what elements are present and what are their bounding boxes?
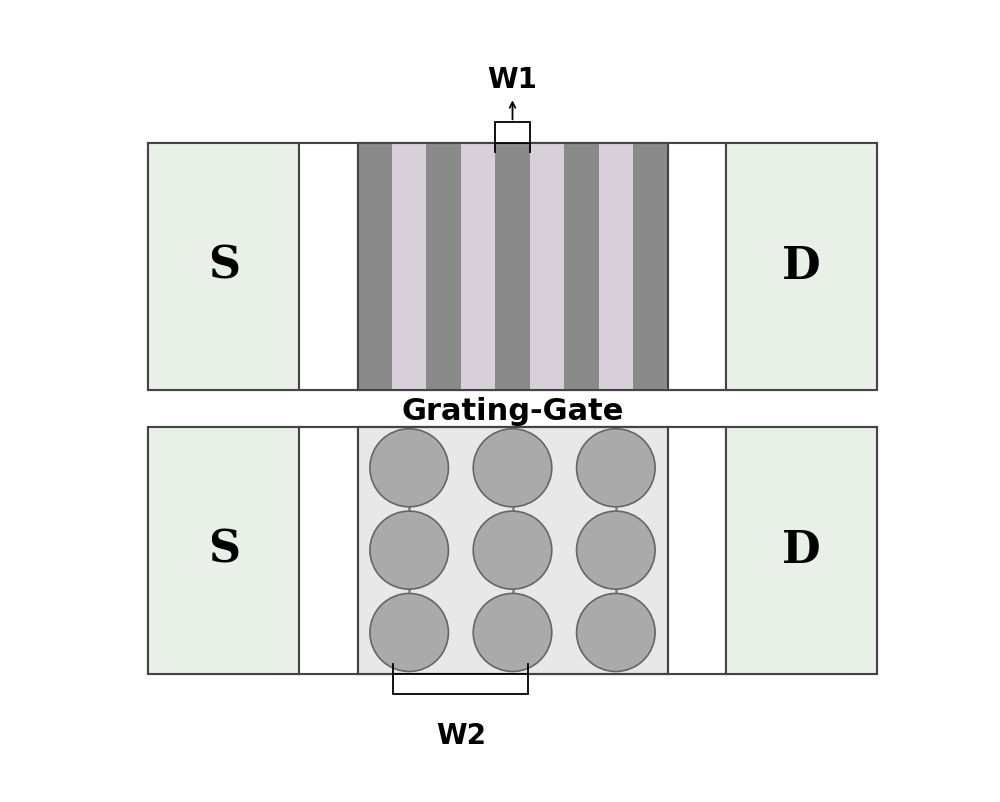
Bar bbox=[299, 143, 358, 390]
Ellipse shape bbox=[370, 429, 448, 507]
Ellipse shape bbox=[577, 593, 655, 671]
Text: Grating-Gate: Grating-Gate bbox=[401, 397, 624, 426]
Bar bbox=[668, 143, 726, 390]
Ellipse shape bbox=[370, 511, 448, 589]
Bar bbox=[495, 143, 530, 390]
Bar bbox=[426, 143, 461, 390]
Bar bbox=[564, 143, 599, 390]
Bar bbox=[148, 143, 299, 390]
Text: W1: W1 bbox=[488, 67, 537, 95]
Bar bbox=[599, 143, 633, 390]
Bar bbox=[299, 427, 358, 674]
Bar bbox=[393, 674, 528, 694]
Bar bbox=[358, 143, 392, 390]
Ellipse shape bbox=[577, 511, 655, 589]
Bar bbox=[530, 143, 564, 390]
Text: D: D bbox=[782, 529, 820, 572]
Bar bbox=[358, 427, 668, 674]
Bar bbox=[495, 122, 530, 143]
Text: W2: W2 bbox=[436, 722, 486, 750]
Bar bbox=[358, 427, 668, 674]
Bar bbox=[461, 143, 495, 390]
Bar bbox=[148, 427, 299, 674]
Ellipse shape bbox=[473, 429, 552, 507]
Text: D: D bbox=[782, 245, 820, 288]
Bar bbox=[392, 143, 426, 390]
Bar bbox=[148, 143, 877, 390]
Bar bbox=[148, 427, 877, 674]
Ellipse shape bbox=[473, 511, 552, 589]
Bar bbox=[358, 143, 668, 390]
Ellipse shape bbox=[370, 593, 448, 671]
Ellipse shape bbox=[473, 593, 552, 671]
Bar bbox=[358, 143, 668, 390]
Bar bbox=[726, 427, 877, 674]
Bar bbox=[633, 143, 668, 390]
Ellipse shape bbox=[577, 429, 655, 507]
Text: S: S bbox=[208, 529, 240, 572]
Bar bbox=[668, 427, 726, 674]
Text: S: S bbox=[208, 245, 240, 288]
Bar bbox=[726, 143, 877, 390]
